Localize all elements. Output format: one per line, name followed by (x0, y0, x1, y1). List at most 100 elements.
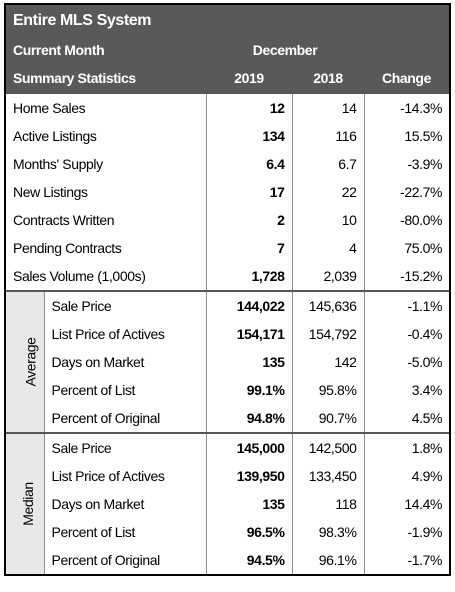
value-change: 3.4% (363, 376, 450, 404)
column-header: Change (364, 64, 450, 93)
period-label: Current Month (6, 36, 206, 64)
row-label: List Price of Actives (51, 326, 165, 342)
value-2019: 154,171 (205, 320, 292, 348)
table-row: Median Sale Price 145,000 142,500 1.8% (6, 432, 450, 574)
value-change: -5.0% (363, 348, 450, 376)
value-2019: 99.1% (205, 376, 292, 404)
table-row: Average Sale Price 144,022 145,636 -1.1% (6, 290, 450, 433)
value-change: 15.5% (363, 122, 450, 150)
value-change: -1.7% (363, 546, 450, 574)
value-2018: 145,636 (291, 290, 364, 320)
row-label: Sales Volume (1,000s) (13, 268, 146, 284)
row-label: Pending Contracts (13, 240, 122, 256)
value-2019: 7 (205, 234, 292, 262)
value-2018: 4 (291, 234, 364, 262)
section-label: Median (19, 482, 36, 526)
column-header: 2018 (292, 64, 364, 93)
value-2019: 6.4 (205, 150, 292, 178)
value-2018: 2,039 (291, 262, 364, 291)
section-label: Average (22, 337, 39, 387)
value-change: -0.4% (363, 320, 450, 348)
value-2018: 96.1% (291, 546, 364, 574)
value-change: -80.0% (363, 206, 450, 234)
value-2019: 135 (205, 490, 292, 518)
row-label: Days on Market (51, 496, 145, 512)
table-row: Home Sales 12 14 -14.3% (6, 92, 450, 122)
value-2018: 142 (291, 348, 364, 376)
row-label: Percent of List (51, 382, 136, 398)
table-row: Percent of List 96.5% 98.3% -1.9% (6, 518, 450, 546)
row-label: List Price of Actives (51, 468, 165, 484)
stats-table: Entire MLS System Current Month December … (6, 5, 450, 574)
row-label: Percent of Original (51, 410, 161, 426)
value-2018: 118 (291, 490, 364, 518)
table-row: Months' Supply 6.4 6.7 -3.9% (6, 150, 450, 178)
row-label: Home Sales (6, 92, 206, 122)
value-2018: 95.8% (291, 376, 364, 404)
value-2018: 116 (291, 122, 364, 150)
value-2018: 6.7 (291, 150, 364, 178)
table-row: Percent of Original 94.5% 96.1% -1.7% (6, 546, 450, 574)
value-2019: 12 (205, 92, 292, 122)
row-label: New Listings (13, 184, 88, 200)
row-label: Sale Price (44, 432, 206, 462)
value-2019: 135 (205, 348, 292, 376)
value-2018: 10 (291, 206, 364, 234)
value-2018: 90.7% (291, 404, 364, 433)
table-row: Contracts Written 2 10 -80.0% (6, 206, 450, 234)
value-2018: 154,792 (291, 320, 364, 348)
value-2019: 96.5% (205, 518, 292, 546)
value-change: 1.8% (363, 432, 450, 462)
value-2019: 1,728 (205, 262, 292, 291)
column-header: 2019 (206, 64, 292, 93)
value-2019: 17 (205, 178, 292, 206)
value-change: -14.3% (363, 92, 450, 122)
header-cell (364, 36, 450, 64)
header-row: Entire MLS System (6, 5, 450, 36)
value-change: -3.9% (363, 150, 450, 178)
row-label: Contracts Written (13, 212, 115, 228)
value-2018: 98.3% (291, 518, 364, 546)
value-change: 4.9% (363, 462, 450, 490)
row-label: Days on Market (51, 354, 145, 370)
value-change: 75.0% (363, 234, 450, 262)
value-change: -1.1% (363, 290, 450, 320)
period: December (206, 36, 364, 64)
header-row: Current Month December (6, 36, 450, 64)
row-label: Active Listings (13, 128, 97, 144)
table-row: Days on Market 135 142 -5.0% (6, 348, 450, 376)
value-change: -22.7% (363, 178, 450, 206)
value-change: 4.5% (363, 404, 450, 433)
value-change: -15.2% (363, 262, 450, 291)
value-change: -1.9% (363, 518, 450, 546)
value-change: 14.4% (363, 490, 450, 518)
value-2019: 94.8% (205, 404, 292, 433)
row-label: Percent of Original (51, 552, 161, 568)
section-label-cell: Average (6, 290, 45, 433)
title: Entire MLS System (6, 5, 450, 36)
row-label: Months' Supply (13, 156, 103, 172)
value-2019: 144,022 (205, 290, 292, 320)
table-row: Sales Volume (1,000s) 1,728 2,039 -15.2% (6, 262, 450, 291)
table-row: Pending Contracts 7 4 75.0% (6, 234, 450, 262)
stats-label: Summary Statistics (6, 64, 206, 93)
value-2019: 139,950 (205, 462, 292, 490)
value-2019: 94.5% (205, 546, 292, 574)
table-row: List Price of Actives 139,950 133,450 4.9% (6, 462, 450, 490)
row-label: Sale Price (44, 290, 206, 320)
table-row: List Price of Actives 154,171 154,792 -0.4% (6, 320, 450, 348)
value-2019: 145,000 (205, 432, 292, 462)
table-row: Percent of List 99.1% 95.8% 3.4% (6, 376, 450, 404)
section-label-cell: Median (6, 432, 45, 574)
stats-table-frame: Entire MLS System Current Month December … (4, 3, 451, 576)
value-2018: 14 (291, 92, 364, 122)
table-row: New Listings 17 22 -22.7% (6, 178, 450, 206)
value-2018: 133,450 (291, 462, 364, 490)
table-row: Percent of Original 94.8% 90.7% 4.5% (6, 404, 450, 433)
table-row: Days on Market 135 118 14.4% (6, 490, 450, 518)
row-label: Percent of List (51, 524, 136, 540)
table-row: Active Listings 134 116 15.5% (6, 122, 450, 150)
value-2018: 142,500 (291, 432, 364, 462)
header-row: Summary Statistics 2019 2018 Change (6, 64, 450, 93)
